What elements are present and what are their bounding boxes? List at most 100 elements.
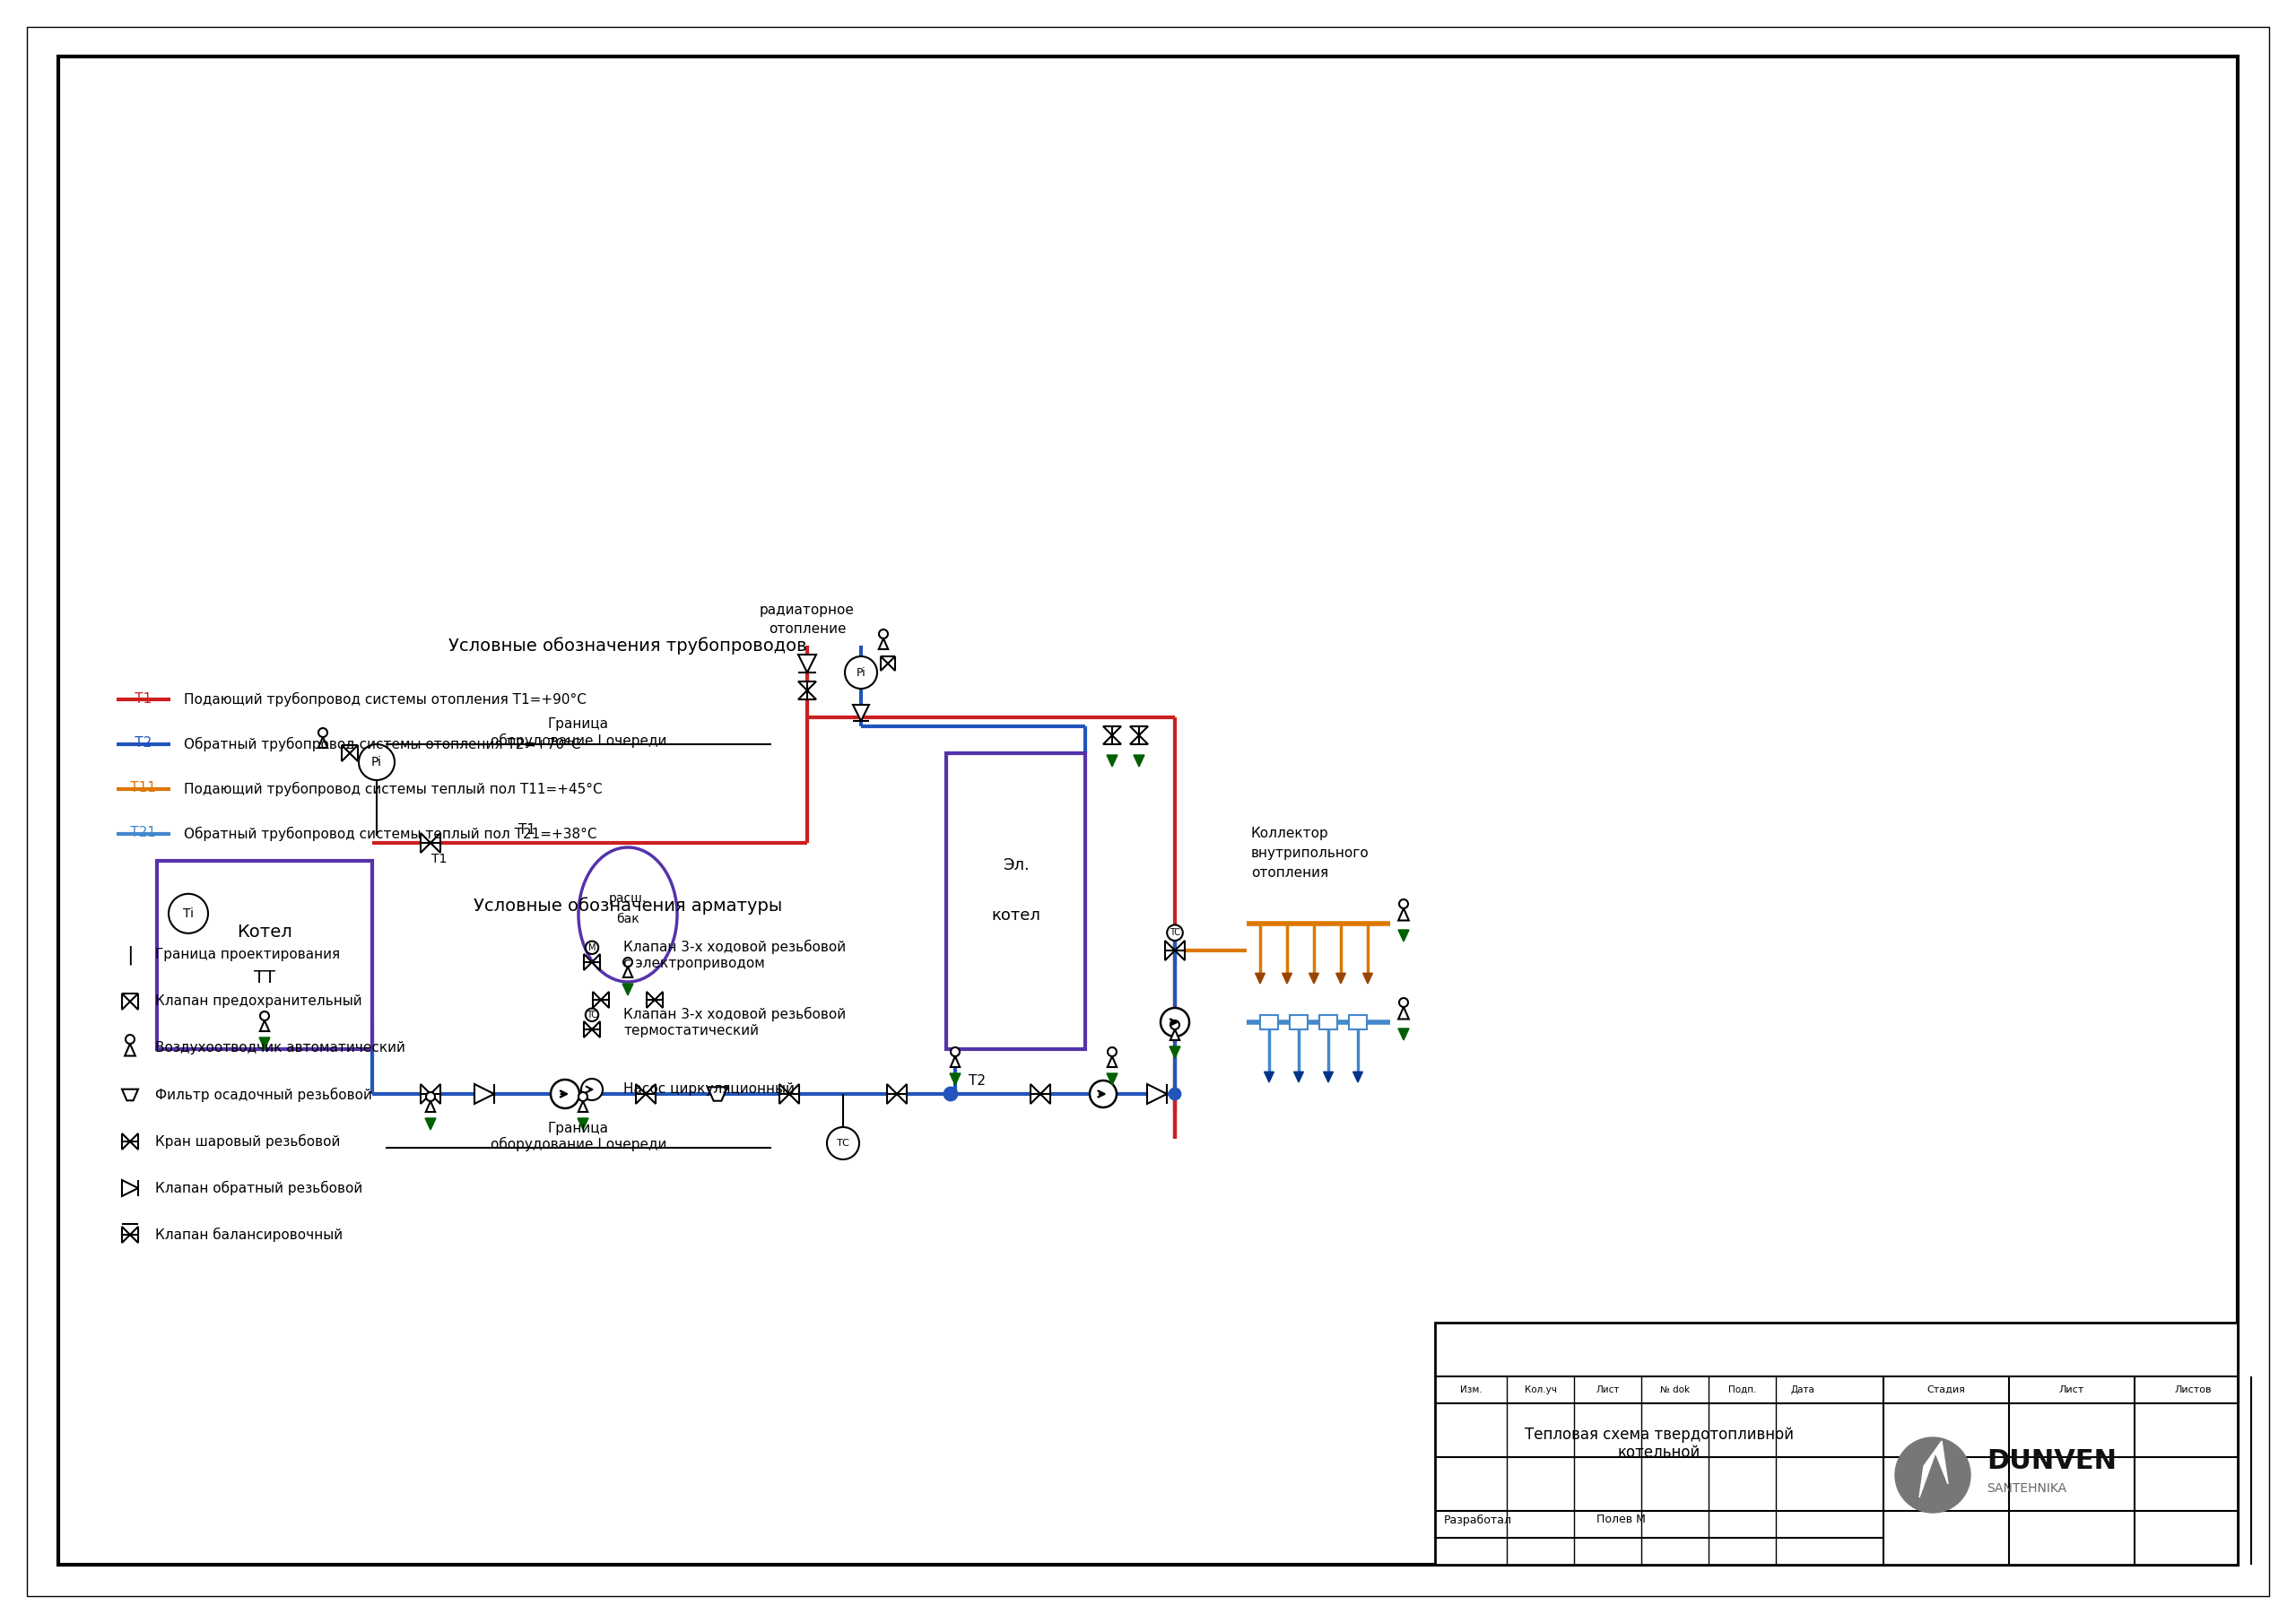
Text: бак: бак: [615, 912, 638, 925]
Text: —T11—: —T11—: [117, 781, 170, 795]
Text: Подающий трубопровод системы отопления T1=+90°С: Подающий трубопровод системы отопления T…: [184, 691, 585, 706]
Circle shape: [827, 1126, 859, 1159]
Text: Граница: Граница: [549, 717, 608, 732]
Polygon shape: [602, 992, 608, 1008]
Text: Pi: Pi: [856, 667, 866, 678]
Polygon shape: [122, 1180, 138, 1196]
Text: Клапан 3-х ходовой резьбовой
термостатический: Клапан 3-х ходовой резьбовой термостатич…: [622, 1008, 845, 1037]
Text: Обратный трубопровод системы теплый пол T21=+38°С: Обратный трубопровод системы теплый пол …: [184, 826, 597, 841]
Polygon shape: [1256, 974, 1265, 984]
Text: Котел: Котел: [236, 923, 292, 941]
Text: Кран шаровый резьбовой: Кран шаровый резьбовой: [156, 1134, 340, 1149]
Circle shape: [1398, 998, 1407, 1006]
Polygon shape: [886, 1084, 898, 1104]
Polygon shape: [647, 992, 654, 1008]
Polygon shape: [124, 1044, 135, 1057]
Text: T1: T1: [519, 823, 535, 837]
Polygon shape: [1148, 1084, 1166, 1104]
Text: Подающий трубопровод системы теплый пол T11=+45°С: Подающий трубопровод системы теплый пол …: [184, 782, 602, 797]
Polygon shape: [432, 1084, 441, 1104]
Polygon shape: [1130, 727, 1148, 735]
Text: оборудование I очереди: оборудование I очереди: [491, 1138, 666, 1151]
Text: № dok: № dok: [1660, 1386, 1690, 1394]
Text: Воздухоотводчик автоматический: Воздухоотводчик автоматический: [156, 1042, 406, 1055]
Polygon shape: [1031, 1084, 1040, 1104]
Text: TC: TC: [585, 1011, 597, 1019]
Text: Лист: Лист: [2060, 1386, 2085, 1394]
Text: Обратный трубопровод системы отопления T2=+70°С: Обратный трубопровод системы отопления T…: [184, 737, 581, 751]
Text: Условные обозначения трубопроводов: Условные обозначения трубопроводов: [448, 636, 806, 654]
Text: Клапан 3-х ходовой резьбовой
с электроприводом: Клапан 3-х ходовой резьбовой с электропр…: [622, 940, 845, 971]
Text: Ti: Ti: [184, 907, 193, 920]
Polygon shape: [1176, 941, 1185, 961]
Polygon shape: [799, 654, 815, 672]
Text: Коллектор: Коллектор: [1251, 828, 1329, 841]
Polygon shape: [1107, 1073, 1118, 1086]
Polygon shape: [475, 1084, 494, 1104]
Polygon shape: [131, 1227, 138, 1243]
Polygon shape: [1322, 1071, 1334, 1083]
Text: Насос циркуляционный: Насос циркуляционный: [622, 1083, 794, 1096]
Circle shape: [1107, 1047, 1116, 1057]
Polygon shape: [122, 993, 131, 1010]
Polygon shape: [342, 745, 349, 761]
Polygon shape: [852, 704, 870, 721]
Circle shape: [879, 630, 889, 638]
Text: расш.: расш.: [608, 893, 647, 904]
Circle shape: [427, 1092, 434, 1100]
Circle shape: [319, 729, 328, 737]
Polygon shape: [583, 954, 592, 971]
Polygon shape: [122, 1227, 131, 1243]
Text: TC: TC: [836, 1139, 850, 1147]
Text: Граница: Граница: [549, 1121, 608, 1134]
Polygon shape: [1295, 1071, 1304, 1083]
Polygon shape: [1134, 755, 1143, 766]
Polygon shape: [259, 1037, 271, 1048]
Text: Условные обозначения арматуры: Условные обозначения арматуры: [473, 898, 783, 914]
Polygon shape: [898, 1084, 907, 1104]
Polygon shape: [319, 737, 328, 748]
Bar: [1320, 1014, 1336, 1029]
Text: ТТ: ТТ: [255, 969, 276, 987]
Bar: [1435, 1323, 2239, 1565]
Polygon shape: [1309, 974, 1318, 984]
Polygon shape: [425, 1118, 436, 1130]
Polygon shape: [1919, 1441, 1947, 1498]
Polygon shape: [1398, 930, 1410, 941]
Text: Разработал: Разработал: [1444, 1514, 1513, 1526]
Bar: [946, 753, 1086, 1048]
Circle shape: [951, 1047, 960, 1057]
Text: DUNVEN: DUNVEN: [1986, 1449, 2117, 1475]
Polygon shape: [879, 638, 889, 649]
Polygon shape: [645, 1084, 657, 1104]
Polygon shape: [420, 1084, 432, 1104]
Text: Листов: Листов: [2174, 1386, 2211, 1394]
Text: Граница проектирования: Граница проектирования: [156, 948, 340, 962]
Circle shape: [581, 1079, 602, 1100]
Circle shape: [259, 1011, 269, 1021]
Circle shape: [1166, 925, 1182, 941]
Polygon shape: [1102, 727, 1120, 735]
Text: Изм.: Изм.: [1460, 1386, 1481, 1394]
Polygon shape: [799, 690, 815, 700]
Text: Эл.: Эл.: [1003, 857, 1029, 873]
Polygon shape: [131, 1133, 138, 1149]
Circle shape: [845, 656, 877, 688]
Text: Клапан предохранительный: Клапан предохранительный: [156, 995, 363, 1008]
Text: T2: T2: [969, 1074, 985, 1087]
Polygon shape: [122, 1089, 138, 1100]
Polygon shape: [1265, 1071, 1274, 1083]
Text: Подп.: Подп.: [1729, 1386, 1756, 1394]
Circle shape: [358, 745, 395, 781]
Polygon shape: [1398, 1029, 1410, 1040]
Text: |: |: [126, 945, 133, 964]
Polygon shape: [1281, 974, 1293, 984]
Text: M: M: [588, 943, 595, 953]
Polygon shape: [425, 1100, 436, 1112]
Circle shape: [1091, 1081, 1116, 1107]
Polygon shape: [707, 1087, 728, 1100]
Circle shape: [126, 1035, 135, 1044]
Text: —T1—: —T1—: [122, 691, 165, 706]
Polygon shape: [131, 993, 138, 1010]
Polygon shape: [1398, 1006, 1410, 1019]
